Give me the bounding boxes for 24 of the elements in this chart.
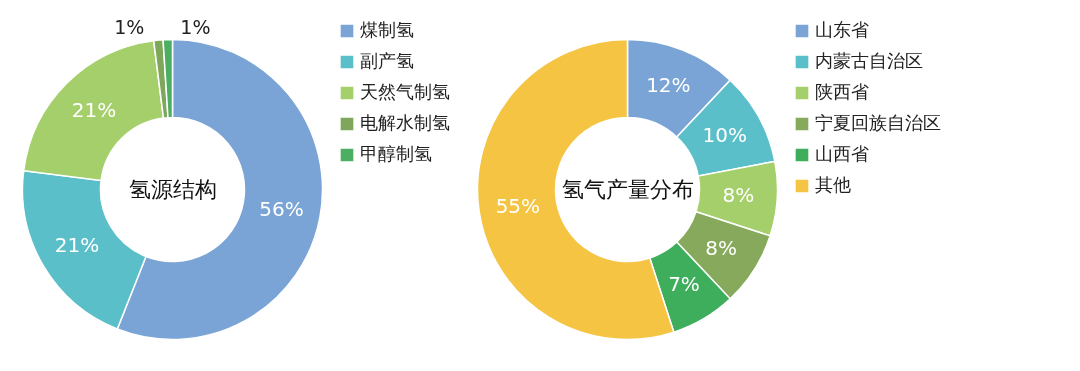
data-label: 21% <box>54 233 100 257</box>
legend-label: 其他 <box>815 174 851 195</box>
legend-label: 山西省 <box>815 143 869 164</box>
data-label: 7% <box>668 272 700 297</box>
legend-label: 电解水制氢 <box>360 112 450 133</box>
legend-label: 天然气制氢 <box>360 81 450 102</box>
legend-label: 副产氢 <box>360 50 414 71</box>
data-label: 1% <box>180 15 211 38</box>
data-label: 55% <box>495 193 541 218</box>
data-label: 12% <box>646 73 691 98</box>
data-label: 10% <box>702 123 747 148</box>
legend-label: 山东省 <box>815 19 869 40</box>
text: 氢源结构 <box>128 176 217 202</box>
data-label: 8% <box>722 183 755 208</box>
legend-label: 宁夏回族自治区 <box>815 112 941 133</box>
data-label: 1% <box>114 16 145 39</box>
data-label: 8% <box>705 235 738 260</box>
data-label: 56% <box>259 197 304 222</box>
legend-label: 陕西省 <box>815 81 869 102</box>
text: 氢气产量分布 <box>561 176 694 202</box>
legend-label: 内蒙古自治区 <box>815 50 923 71</box>
legend-label: 煤制氢 <box>360 19 414 40</box>
legend-label: 甲醇制氢 <box>360 143 432 164</box>
data-label: 21% <box>71 98 117 123</box>
